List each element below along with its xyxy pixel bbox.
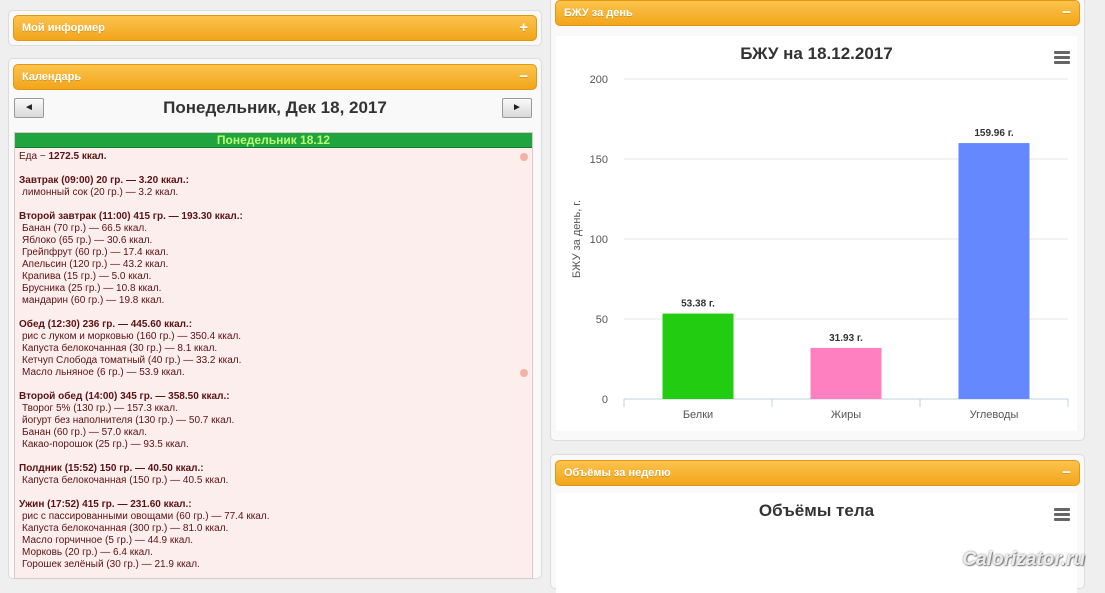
meal-heading: Полдник (15:52) 150 гр. — 40.50 ккал.: [19, 463, 204, 474]
bar [958, 143, 1030, 399]
volumes-panel: Объёмы за неделю − Объёмы тела [550, 454, 1085, 593]
watermark: Calorizator.ru [962, 549, 1085, 570]
collapse-icon[interactable]: − [1062, 4, 1071, 21]
y-tick-label: 0 [602, 394, 608, 406]
next-day-button[interactable]: ► [502, 98, 532, 118]
x-tick-label: Белки [683, 409, 713, 421]
volumes-panel-title: Объёмы за неделю [564, 467, 671, 479]
calendar-header[interactable]: Календарь − [13, 64, 537, 90]
meal-heading: Обед (12:30) 236 гр. — 445.60 ккал.: [19, 319, 193, 330]
left-column: Мой информер + Календарь − ◄ Понедельник… [8, 0, 542, 579]
right-column: БЖУ за день − БЖУ на 18.12.2017 0 50 100 15… [550, 0, 1085, 593]
y-tick-label: 200 [590, 74, 608, 86]
meal-item: Капуста белокочанная (150 гр.) — 40.5 кк… [22, 475, 229, 486]
volumes-chart-card: Объёмы тела [556, 493, 1077, 593]
data-label: 31.93 г. [829, 333, 863, 344]
prev-day-button[interactable]: ◄ [14, 98, 44, 118]
bju-header[interactable]: БЖУ за день − [555, 0, 1080, 26]
meal-heading: Второй завтрак (11:00) 415 гр. — 193.30 … [19, 211, 243, 222]
calendar-title: Календарь [22, 71, 82, 83]
volumes-chart-title: Объёмы тела [758, 501, 875, 520]
bju-panel: БЖУ за день − БЖУ на 18.12.2017 0 50 100 15… [550, 0, 1085, 441]
data-label: 53.38 г. [681, 299, 715, 310]
day-entries: Понедельник 18.12 Еда − 1272.5 ккал. Зав… [14, 132, 533, 579]
y-axis-label: БЖУ за день, г. [571, 200, 583, 278]
meal-item: Творог 5% (130 гр.) — 157.3 ккал. [22, 403, 178, 414]
meal-item: Яблоко (65 гр.) — 30.6 ккал. [22, 235, 153, 246]
day-strip: Понедельник 18.12 [15, 133, 532, 148]
meal-item: Масло льняное (6 гр.) — 53.9 ккал. [22, 367, 185, 378]
calendar-date-title: Понедельник, Дек 18, 2017 [163, 98, 387, 117]
chart-title: БЖУ на 18.12.2017 [740, 44, 893, 63]
food-total-value: 1272.5 ккал. [48, 151, 107, 162]
meal-heading: Завтрак (09:00) 20 гр. — 3.20 ккал.: [19, 175, 189, 186]
meal-item: Кетчуп Слобода томатный (40 гр.) — 33.2 … [22, 355, 242, 366]
meal-item: Горошек зелёный (30 гр.) — 21.9 ккал. [22, 559, 200, 570]
collapse-icon[interactable]: − [1062, 464, 1071, 481]
meal-item: Грейпфрут (60 гр.) — 17.4 ккал. [22, 247, 169, 258]
informer-panel: Мой информер + [8, 10, 542, 46]
meal-item: Морковь (20 гр.) — 6.4 ккал. [22, 547, 153, 558]
meal-item: Банан (70 гр.) — 66.5 ккал. [22, 223, 147, 234]
x-tick-label: Жиры [831, 409, 861, 421]
meal-item: Банан (60 гр.) — 57.0 ккал. [22, 427, 147, 438]
y-tick-label: 50 [596, 314, 608, 326]
food-total-prefix: Еда − [19, 151, 49, 162]
menu-icon[interactable] [1054, 51, 1070, 65]
meal-item: мандарин (60 гр.) — 19.8 ккал. [22, 295, 165, 306]
bar [662, 313, 734, 399]
informer-title: Мой информер [22, 22, 105, 34]
meal-heading: Ужин (17:52) 415 гр. — 231.60 ккал.: [19, 499, 192, 510]
meal-item: Масло горчичное (5 гр.) — 44.9 ккал. [22, 535, 193, 546]
bju-chart-card: БЖУ на 18.12.2017 0 50 100 150 200 53.38 г. Бе… [556, 36, 1077, 431]
meal-item: лимонный сок (20 гр.) — 3.2 ккал. [22, 187, 179, 198]
bju-panel-title: БЖУ за день [564, 7, 633, 19]
day-content: Еда − 1272.5 ккал. Завтрак (09:00) 20 гр… [15, 148, 532, 574]
meal-item: Капуста белокочанная (300 гр.) — 81.0 кк… [22, 523, 229, 534]
meal-heading: Второй обед (14:00) 345 гр. — 358.50 кка… [19, 391, 230, 402]
expand-icon[interactable]: + [519, 19, 528, 36]
meal-item: Какао-порошок (25 гр.) — 93.5 ккал. [22, 439, 189, 450]
hand-icon[interactable] [520, 369, 528, 377]
collapse-icon[interactable]: − [519, 68, 528, 85]
meal-item: Крапива (15 гр.) — 5.0 ккал. [22, 271, 152, 282]
informer-header[interactable]: Мой информер + [13, 15, 537, 41]
y-tick-label: 100 [590, 234, 608, 246]
food-total: Еда − 1272.5 ккал. [19, 151, 528, 163]
y-tick-label: 150 [590, 154, 608, 166]
calendar-nav: ◄ Понедельник, Дек 18, 2017 ► [12, 96, 538, 122]
bju-chart: 0 50 100 150 200 53.38 г. Белки 31.93 г. Жиры 159… [571, 74, 1069, 421]
meal-item: рис с пассированными овощами (60 гр.) — … [22, 511, 270, 522]
meal-item: Капуста белокочанная (30 гр.) — 8.1 ккал… [22, 343, 218, 354]
data-label: 159.96 г. [974, 128, 1014, 139]
volumes-header[interactable]: Объёмы за неделю − [555, 460, 1080, 486]
x-tick-label: Углеводы [970, 409, 1019, 421]
meal-item: рис с луком и морковью (160 гр.) — 350.4… [22, 331, 242, 342]
meal-item: йогурт без наполнителя (130 гр.) — 50.7 … [22, 415, 235, 426]
meal-item: Брусника (25 гр.) — 10.8 ккал. [22, 283, 162, 294]
menu-icon[interactable] [1054, 508, 1070, 522]
hand-icon[interactable] [520, 153, 528, 161]
meal-item: Апельсин (120 гр.) — 43.2 ккал. [22, 259, 169, 270]
bar [810, 347, 882, 399]
